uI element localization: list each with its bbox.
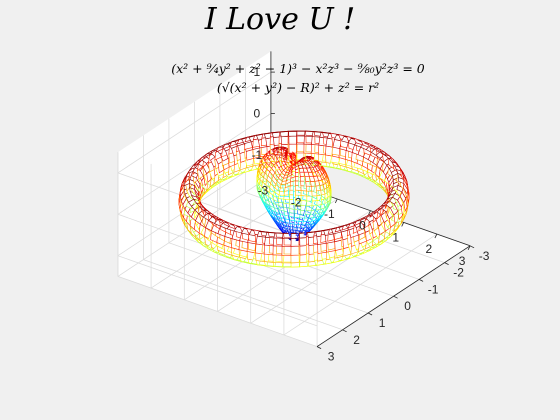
- x-tick-label: -2: [291, 195, 302, 209]
- y-tick-label: -1: [428, 282, 439, 296]
- x-tick-mark: [368, 210, 371, 215]
- z-tick-label: 0: [254, 107, 261, 121]
- y-tick-label: 2: [353, 333, 360, 347]
- y-tick-mark: [367, 312, 373, 316]
- y-tick-mark: [418, 279, 424, 282]
- x-tick-mark: [334, 198, 338, 204]
- z-tick-label: -1: [252, 148, 263, 162]
- y-tick-mark: [342, 329, 347, 333]
- y-tick-mark: [444, 262, 449, 265]
- chart-title: I Love U !: [204, 2, 355, 37]
- torus-facet: [290, 254, 301, 264]
- y-tick-mark: [316, 346, 322, 349]
- x-tick-label: 2: [426, 242, 433, 256]
- torus-facet: [288, 130, 298, 137]
- torus-facet: [274, 232, 285, 234]
- torus-facet: [288, 135, 297, 145]
- z-tick-label: 1: [254, 65, 261, 79]
- torus-facet: [287, 130, 298, 132]
- torus-facet: [303, 130, 315, 133]
- torus-facet: [399, 166, 406, 177]
- grid-line: [117, 276, 318, 347]
- y-tick-label: 3: [328, 350, 335, 364]
- heart-facet: [322, 167, 327, 174]
- tick-labels: -3 -2 -1 0 1 2 3 -3 -2 -1 0 1 2 3 -1 0 1: [252, 65, 490, 364]
- y-tick-label: 0: [404, 299, 411, 313]
- x-tick-label: -1: [324, 207, 335, 221]
- surfaces: [178, 130, 410, 268]
- x-tick-mark: [467, 245, 471, 250]
- x-tick-mark: [401, 222, 405, 227]
- grid-line: [117, 255, 318, 327]
- x-tick-mark: [434, 233, 438, 239]
- torus-facet: [290, 262, 301, 268]
- equation-heart: (x² + ⁹⁄₄y² + z² − 1)³ − x²z³ − ⁹⁄₈₀y²z³…: [171, 61, 425, 76]
- x-tick-label: -3: [258, 184, 269, 198]
- y-tick-label: 1: [379, 316, 386, 330]
- x-tick-label: 0: [359, 219, 366, 233]
- y-tick-mark: [393, 295, 398, 299]
- equation-torus: (√(x² + y²) − R)² + z² = r²: [217, 80, 379, 95]
- x-tick-label: 1: [392, 230, 399, 244]
- grid-line: [143, 259, 343, 331]
- grid-line: [117, 71, 272, 174]
- y-tick-label: -2: [453, 266, 464, 280]
- grid-line: [168, 242, 369, 314]
- y-tick-label: -3: [479, 249, 490, 263]
- x-tick-label: 3: [459, 254, 466, 268]
- y-tick-mark: [469, 245, 475, 249]
